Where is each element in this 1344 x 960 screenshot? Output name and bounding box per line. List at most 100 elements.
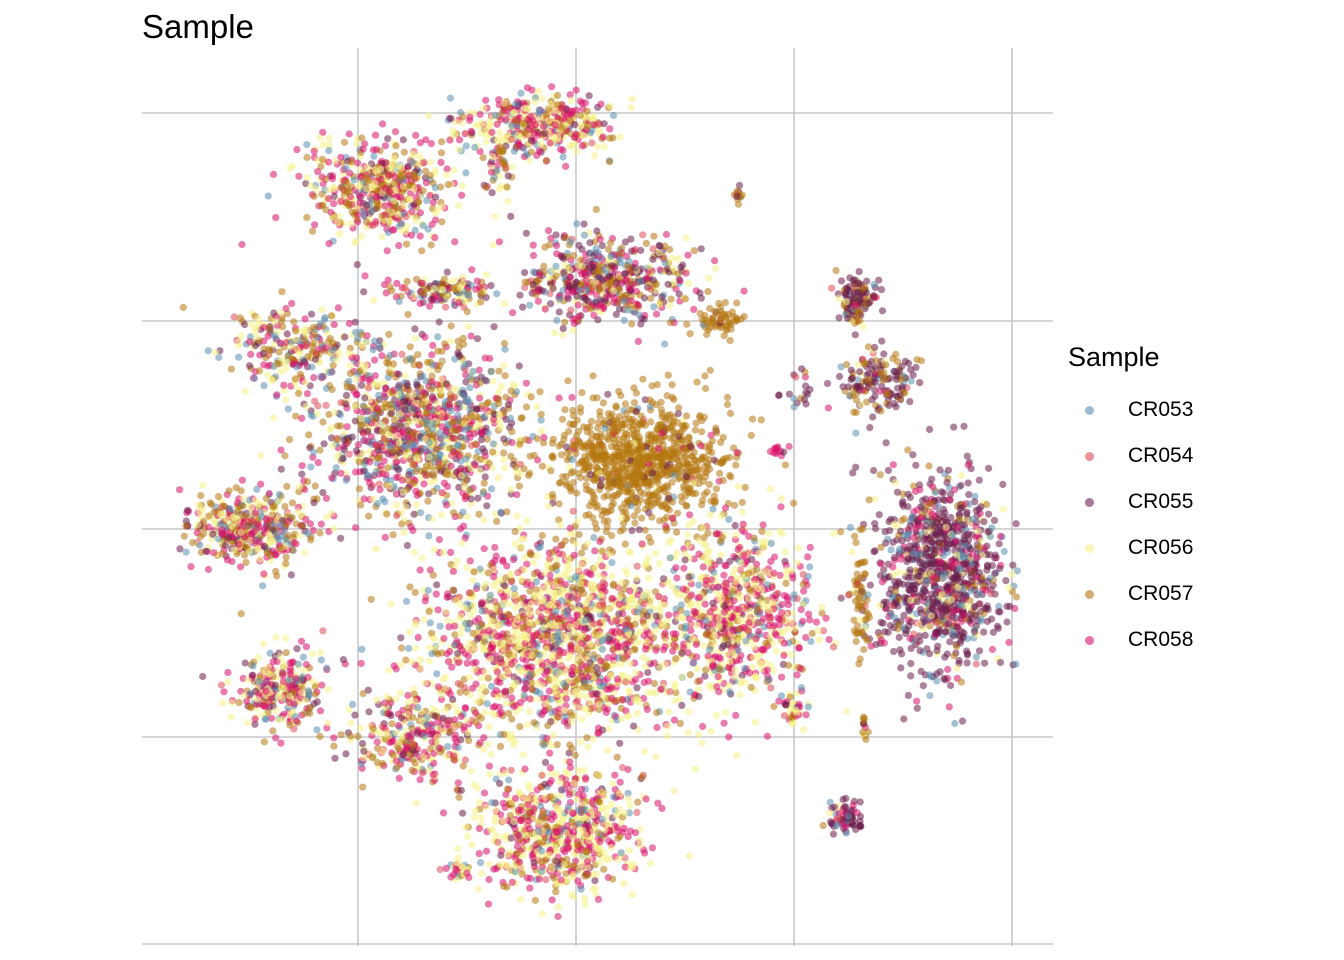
data-point (473, 277, 481, 285)
data-point (462, 142, 470, 150)
data-point (310, 331, 318, 339)
data-point (573, 148, 581, 156)
data-point (594, 249, 602, 257)
data-point (719, 476, 727, 484)
data-point (403, 277, 411, 286)
data-point (572, 130, 580, 138)
data-point (678, 422, 687, 430)
data-point (522, 379, 531, 387)
data-point (336, 411, 344, 419)
data-point (204, 523, 213, 531)
data-point (522, 229, 531, 237)
data-point (601, 416, 609, 425)
data-point (606, 158, 614, 166)
data-point (428, 515, 436, 523)
data-point (395, 242, 403, 250)
data-point (567, 107, 575, 115)
data-point (624, 488, 632, 496)
data-point (176, 486, 184, 494)
data-point (598, 242, 606, 250)
data-point (354, 159, 362, 167)
data-point (534, 87, 543, 95)
data-point (711, 257, 719, 265)
data-point (225, 487, 233, 495)
data-point (312, 185, 320, 193)
data-point (466, 113, 474, 121)
data-point (411, 441, 419, 449)
data-point (275, 490, 283, 499)
data-point (378, 212, 386, 220)
data-point (463, 308, 471, 316)
data-point (450, 418, 458, 426)
data-point (523, 104, 531, 112)
data-point (446, 278, 454, 286)
data-point (437, 149, 446, 157)
data-point (562, 162, 570, 170)
data-point (443, 171, 451, 179)
data-point (501, 372, 509, 380)
data-point (537, 140, 545, 148)
data-point (517, 89, 525, 97)
data-point (603, 434, 611, 442)
data-point (567, 306, 575, 314)
data-point (569, 507, 577, 515)
data-point (449, 434, 457, 442)
data-point (443, 293, 451, 301)
data-point (322, 401, 330, 409)
data-point (446, 444, 454, 452)
data-point (393, 512, 401, 520)
data-point (507, 135, 515, 144)
data-point (610, 450, 619, 458)
data-point (264, 192, 272, 200)
data-point (303, 390, 311, 398)
data-point (455, 299, 463, 307)
data-point (624, 450, 632, 458)
data-point (529, 251, 538, 260)
data-point (667, 295, 675, 303)
data-point (467, 127, 475, 135)
data-point (517, 543, 525, 552)
data-point (463, 563, 471, 572)
data-point (684, 251, 692, 259)
data-point (386, 283, 394, 291)
data-point (432, 590, 440, 598)
data-point (530, 451, 538, 459)
data-point (549, 548, 557, 556)
data-point (733, 448, 741, 457)
data-point (647, 538, 655, 546)
data-point (377, 175, 385, 183)
data-point (508, 439, 516, 447)
data-point (247, 350, 255, 358)
data-point (412, 467, 420, 475)
data-point (440, 275, 448, 283)
data-point (459, 508, 467, 516)
data-point (649, 255, 657, 263)
data-point (442, 428, 450, 436)
data-point (254, 520, 262, 528)
data-point (696, 412, 704, 420)
data-point (500, 449, 508, 457)
data-point (403, 382, 411, 390)
data-point (334, 422, 342, 430)
data-point (307, 310, 316, 318)
data-point (473, 335, 482, 343)
data-point (545, 117, 553, 125)
data-point (363, 201, 371, 209)
data-point (227, 365, 235, 373)
data-point (599, 133, 607, 141)
data-point (670, 471, 678, 479)
data-point (648, 469, 657, 477)
data-point (576, 111, 584, 120)
data-point (378, 421, 386, 429)
data-point (254, 315, 262, 323)
data-point (268, 511, 277, 519)
data-point (360, 288, 368, 296)
data-point (747, 431, 755, 439)
data-point (359, 145, 367, 153)
data-point (757, 416, 765, 424)
data-point (664, 371, 672, 379)
data-point (353, 354, 361, 362)
data-point (320, 440, 328, 448)
data-point (204, 565, 212, 574)
